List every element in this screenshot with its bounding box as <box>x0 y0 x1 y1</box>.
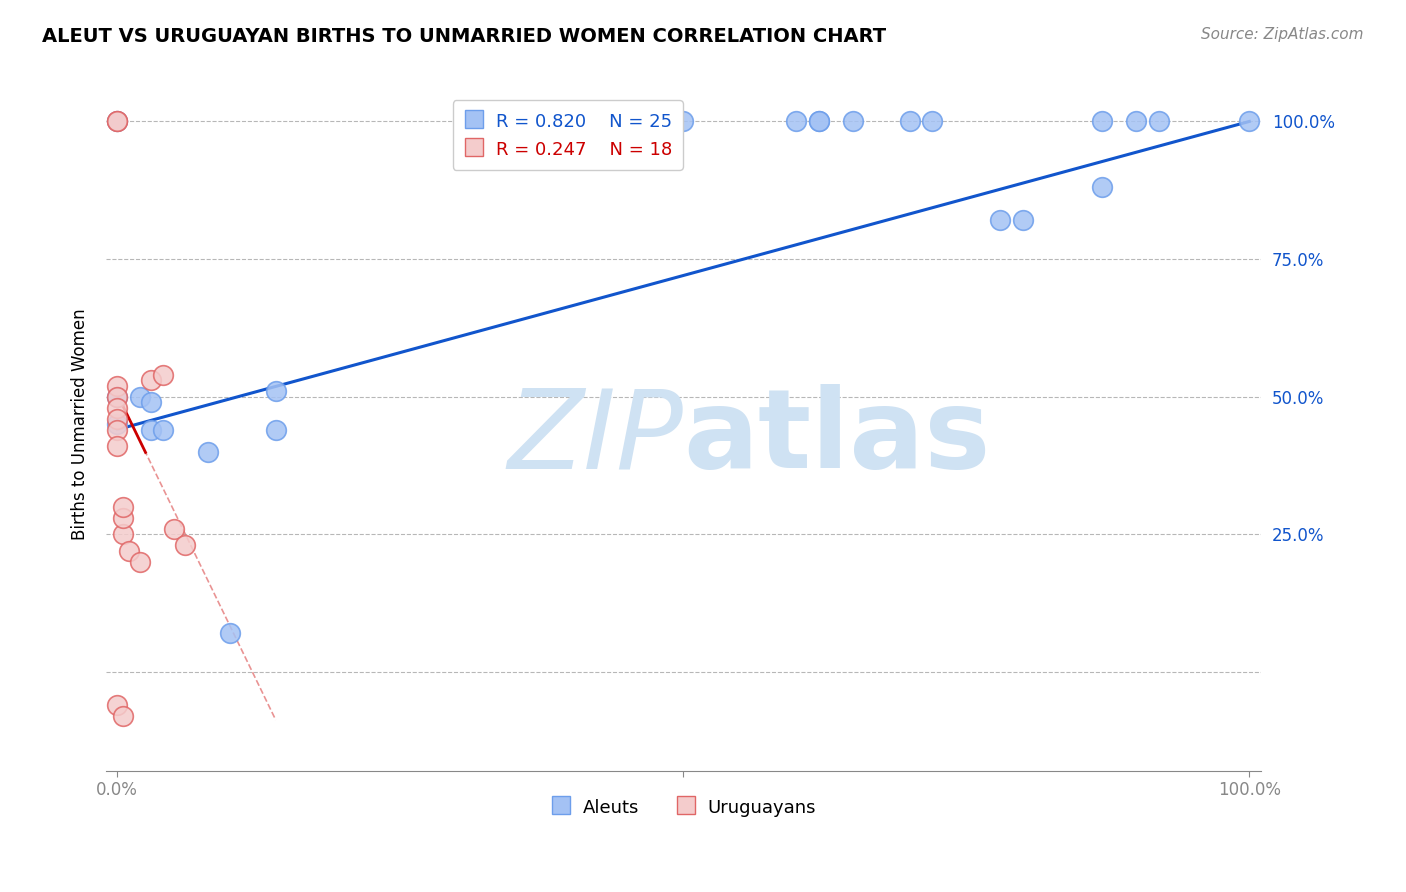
Point <box>1012 213 1035 227</box>
Point <box>105 401 128 415</box>
Legend: Aleuts, Uruguayans: Aleuts, Uruguayans <box>543 790 824 824</box>
Point <box>128 390 150 404</box>
Point <box>174 538 197 552</box>
Point <box>197 444 219 458</box>
Text: ALEUT VS URUGUAYAN BIRTHS TO UNMARRIED WOMEN CORRELATION CHART: ALEUT VS URUGUAYAN BIRTHS TO UNMARRIED W… <box>42 27 886 45</box>
Point <box>152 423 174 437</box>
Point <box>141 373 163 387</box>
Point <box>105 411 128 425</box>
Point <box>105 390 128 404</box>
Point <box>105 439 128 453</box>
Point <box>785 114 807 128</box>
Point <box>1091 180 1114 194</box>
Point <box>672 114 695 128</box>
Point <box>105 698 128 712</box>
Point <box>105 114 128 128</box>
Point <box>111 510 134 524</box>
Point <box>898 114 921 128</box>
Point <box>808 114 831 128</box>
Text: ZIP: ZIP <box>508 384 683 491</box>
Point <box>1125 114 1147 128</box>
Point <box>105 423 128 437</box>
Point <box>988 213 1011 227</box>
Point <box>111 527 134 541</box>
Point <box>128 555 150 569</box>
Point <box>1091 114 1114 128</box>
Point <box>105 390 128 404</box>
Point <box>1147 114 1170 128</box>
Point <box>105 114 128 128</box>
Point <box>264 384 287 398</box>
Point <box>141 395 163 409</box>
Point <box>111 500 134 514</box>
Y-axis label: Births to Unmarried Women: Births to Unmarried Women <box>72 309 89 540</box>
Point <box>921 114 943 128</box>
Point <box>152 368 174 382</box>
Point <box>111 708 134 723</box>
Point <box>117 543 139 558</box>
Point <box>808 114 831 128</box>
Point <box>141 423 163 437</box>
Point <box>105 378 128 392</box>
Point <box>842 114 865 128</box>
Text: Source: ZipAtlas.com: Source: ZipAtlas.com <box>1201 27 1364 42</box>
Text: atlas: atlas <box>683 384 991 491</box>
Point <box>219 626 242 640</box>
Point <box>105 114 128 128</box>
Point <box>163 522 186 536</box>
Point <box>105 417 128 431</box>
Point <box>264 423 287 437</box>
Point <box>1239 114 1261 128</box>
